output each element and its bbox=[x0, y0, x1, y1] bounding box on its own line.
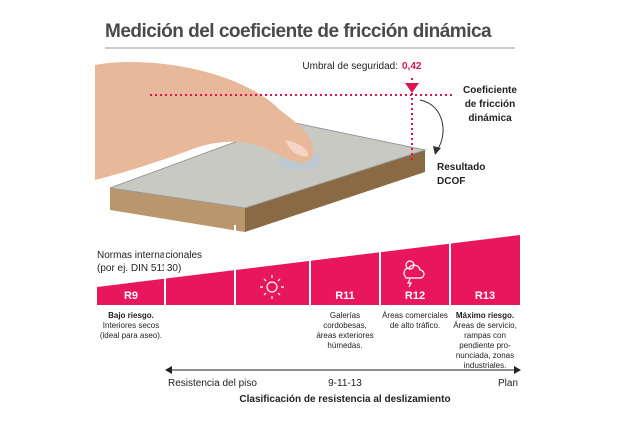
axis-middle: 9-11-13 bbox=[328, 378, 362, 389]
segment-label: R13 bbox=[475, 290, 495, 302]
scale-heading: (por ej. DIN 51130) bbox=[97, 263, 181, 274]
segment-description: húmedas. bbox=[327, 341, 362, 350]
title: Medición del coeficiente de fricción din… bbox=[105, 21, 492, 42]
threshold-value: 0,42 bbox=[402, 61, 422, 72]
callout-text: Coeficiente bbox=[463, 85, 517, 96]
segment-description: industriales. bbox=[464, 361, 507, 370]
segment-lead: Máximo riesgo. bbox=[456, 311, 514, 320]
scale-wedge bbox=[97, 235, 520, 305]
segment-description: de alto tráfico. bbox=[390, 321, 440, 330]
segment-label: R12 bbox=[405, 290, 425, 302]
segment-description: Áreas de servicio, bbox=[453, 321, 517, 330]
axis-arrowhead bbox=[165, 366, 172, 374]
callout-text: Resultado bbox=[437, 162, 485, 173]
segment-description: Áreas comerciales bbox=[382, 311, 448, 320]
callout-arrowhead bbox=[433, 146, 441, 155]
callout-text: de fricción bbox=[465, 99, 516, 110]
callout-text: dinámica bbox=[468, 113, 512, 124]
segment-label: R11 bbox=[335, 290, 355, 302]
axis-left: Resistencia del piso bbox=[168, 378, 257, 389]
threshold-label: Umbral de seguridad: bbox=[302, 61, 398, 72]
storm-icon bbox=[403, 260, 425, 288]
segment-description: áreas exteriores bbox=[316, 331, 373, 340]
segment-description: Interiores secos bbox=[103, 321, 159, 330]
threshold-marker bbox=[405, 83, 419, 93]
sun-icon bbox=[260, 275, 284, 299]
segment-label: R9 bbox=[124, 290, 138, 302]
axis-arrowhead bbox=[514, 366, 521, 374]
scale-heading: Normas internacionales bbox=[97, 250, 202, 261]
segment-description: pendiente pro- bbox=[459, 341, 511, 350]
caption: Clasificación de resistencia al deslizam… bbox=[239, 394, 450, 405]
callout-text: DCOF bbox=[437, 176, 465, 187]
tile-illustration bbox=[95, 62, 427, 232]
axis-right: Plan bbox=[498, 378, 518, 389]
segment-description: cordobesas, bbox=[323, 321, 367, 330]
segment-description: nunciada, zonas bbox=[456, 351, 514, 360]
segment-lead: Bajo riesgo. bbox=[108, 311, 154, 320]
segment-description: rampas con bbox=[464, 331, 506, 340]
callout-arrow bbox=[419, 99, 444, 151]
segment-description: (ideal para aseo). bbox=[100, 331, 162, 340]
segment-description: Galerías bbox=[330, 311, 360, 320]
